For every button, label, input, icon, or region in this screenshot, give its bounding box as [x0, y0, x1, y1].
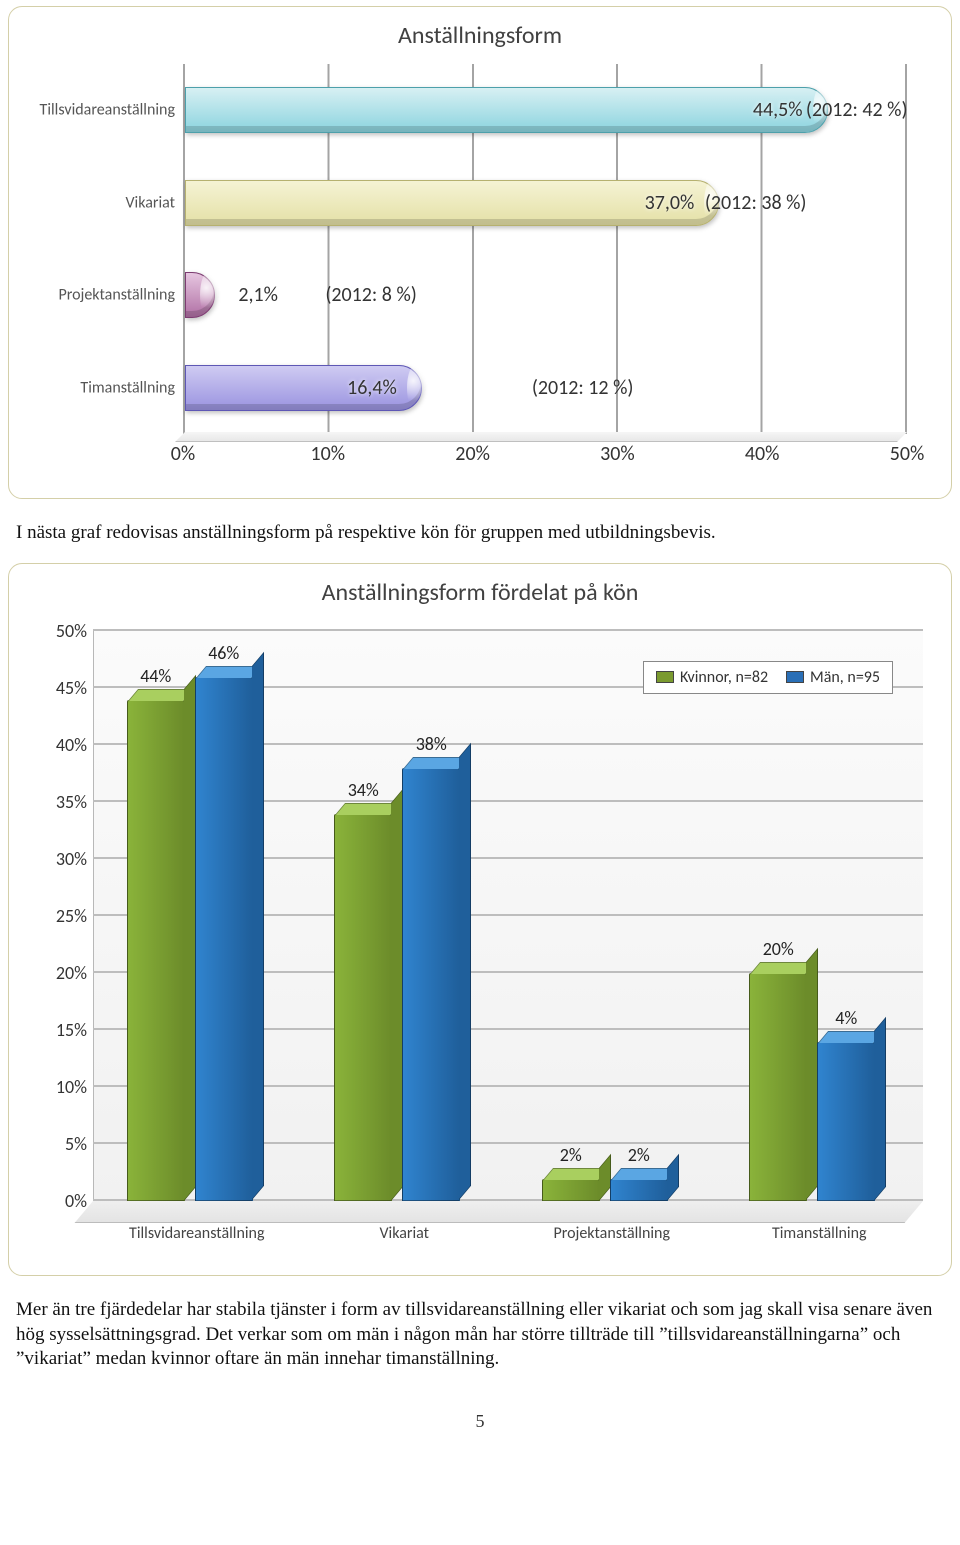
vchart-value-label: 2%: [628, 1144, 650, 1166]
hbar-value: 37,0%: [645, 191, 695, 215]
vchart-bar: 44%: [127, 700, 185, 1202]
hbar-note: (2012: 8 %): [325, 283, 417, 307]
vchart-yaxis-tick: 35%: [56, 791, 87, 813]
hbar-xaxis-tick: 50%: [890, 442, 925, 466]
hbar-row: Tillsvidareanställning44,5%(2012: 42 %): [185, 70, 907, 150]
chart2-plot: 0%5%10%15%20%25%30%35%40%45%50%Kvinnor, …: [93, 631, 923, 1201]
vchart-category-label: Vikariat: [301, 1224, 509, 1243]
vchart-value-label: 38%: [416, 733, 447, 755]
hbar-xaxis-tick: 10%: [311, 442, 346, 466]
vchart-bar: 38%: [402, 768, 460, 1201]
vchart-yaxis-tick: 50%: [56, 620, 87, 642]
paragraph-1: I nästa graf redovisas anställningsform …: [16, 521, 944, 545]
vchart-yaxis-tick: 15%: [56, 1019, 87, 1041]
hbar-xaxis-tick: 0%: [171, 442, 195, 466]
paragraph-2: Mer än tre fjärdedelar har stabila tjäns…: [16, 1298, 944, 1371]
vchart-value-label: 4%: [835, 1007, 857, 1029]
chart1-title: Anställningsform: [23, 21, 937, 50]
hbar-bar: 37,0%: [185, 180, 719, 226]
hbar-note: (2012: 12 %): [532, 376, 634, 400]
hbar-row: Timanställning16,4%(2012: 12 %): [185, 348, 907, 428]
employment-form-chart: Anställningsform Tillsvidareanställning4…: [8, 6, 952, 499]
vchart-yaxis-tick: 40%: [56, 734, 87, 756]
hbar-value: 44,5%: [753, 98, 803, 122]
vchart-group: Vikariat34%38%: [301, 631, 509, 1201]
hbar-value: 2,1%: [238, 283, 278, 307]
chart1-xaxis: 0%10%20%30%40%50%: [183, 434, 907, 484]
vchart-yaxis-tick: 0%: [65, 1190, 87, 1212]
chart1-stage: Tillsvidareanställning44,5%(2012: 42 %)V…: [23, 64, 937, 484]
hbar-bar: 16,4%: [185, 365, 422, 411]
vchart-bar: 2%: [542, 1179, 600, 1202]
vchart-group: Timanställning20%4%: [716, 631, 924, 1201]
hbar-value: 16,4%: [347, 376, 397, 400]
vchart-group: Projektanställning2%2%: [508, 631, 716, 1201]
hbar-note: (2012: 42 %): [806, 98, 908, 122]
vchart-bar: 20%: [749, 973, 807, 1201]
page-number: 5: [8, 1411, 952, 1432]
vchart-yaxis-tick: 20%: [56, 962, 87, 984]
chart2-stage: 0%5%10%15%20%25%30%35%40%45%50%Kvinnor, …: [23, 621, 937, 1261]
hbar-bar: 2,1%: [185, 272, 215, 318]
vchart-value-label: 34%: [348, 779, 379, 801]
vchart-value-label: 2%: [560, 1144, 582, 1166]
vchart-yaxis-tick: 45%: [56, 677, 87, 699]
vchart-yaxis-tick: 30%: [56, 848, 87, 870]
vchart-value-label: 20%: [763, 938, 794, 960]
vchart-value-label: 46%: [208, 642, 239, 664]
hbar-xaxis-tick: 20%: [455, 442, 490, 466]
hbar-category-label: Vikariat: [25, 193, 175, 212]
chart2-floor: [75, 1201, 923, 1223]
vchart-category-label: Projektanställning: [508, 1224, 716, 1243]
vchart-category-label: Tillsvidareanställning: [93, 1224, 301, 1243]
hbar-xaxis-tick: 30%: [600, 442, 635, 466]
vchart-yaxis-tick: 10%: [56, 1076, 87, 1098]
chart1-plot: Tillsvidareanställning44,5%(2012: 42 %)V…: [183, 64, 907, 434]
vchart-yaxis-tick: 5%: [65, 1133, 87, 1155]
hbar-xaxis-tick: 40%: [745, 442, 780, 466]
hbar-row: Projektanställning2,1%(2012: 8 %): [185, 255, 907, 335]
vchart-group: Tillsvidareanställning44%46%: [93, 631, 301, 1201]
hbar-category-label: Timanställning: [25, 378, 175, 397]
employment-by-gender-chart: Anställningsform fördelat på kön 0%5%10%…: [8, 563, 952, 1276]
vchart-bar: 2%: [610, 1179, 668, 1202]
hbar-category-label: Projektanställning: [25, 286, 175, 305]
vchart-bar: 4%: [817, 1042, 875, 1202]
vchart-yaxis-tick: 25%: [56, 905, 87, 927]
vchart-bar: 46%: [195, 677, 253, 1201]
chart2-title: Anställningsform fördelat på kön: [23, 578, 937, 607]
hbar-bar: 44,5%: [185, 87, 828, 133]
vchart-category-label: Timanställning: [716, 1224, 924, 1243]
hbar-note: (2012: 38 %): [705, 191, 807, 215]
vchart-bar: 34%: [334, 814, 392, 1202]
hbar-category-label: Tillsvidareanställning: [25, 101, 175, 120]
hbar-row: Vikariat37,0%(2012: 38 %): [185, 163, 907, 243]
vchart-value-label: 44%: [140, 665, 171, 687]
